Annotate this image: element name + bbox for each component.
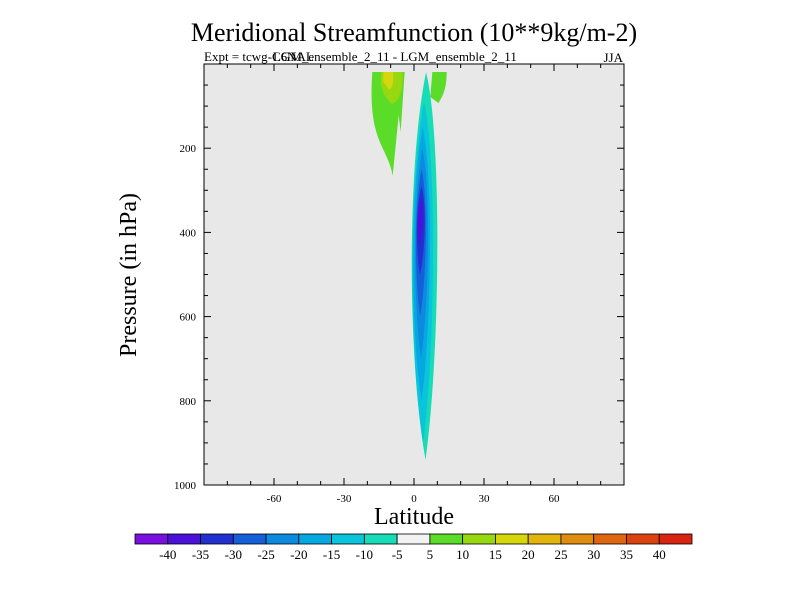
colorbar-swatch [658,533,693,545]
chart-title: Meridional Streamfunction (10**9kg/m-2) [191,18,637,47]
colorbar: -40 -35 -30 -25 -20 -15 -10 -5 5 10 15 20 25 30 35 40 [134,533,693,562]
colorbar-label: 25 [554,547,567,562]
contour-fills [371,72,447,460]
y-tick-label: 200 [180,143,197,155]
colorbar-swatch [626,533,660,545]
colorbar-label: -5 [392,547,403,562]
colorbar-label: -25 [257,547,274,562]
colorbar-swatch [560,533,595,545]
plot-axes: -60 -30 0 30 60 200 400 600 800 1000 [174,63,625,505]
colorbar-label: 5 [427,547,434,562]
colorbar-swatch [232,533,267,545]
y-tick-label: 400 [180,227,197,239]
colorbar-label: -10 [356,547,373,562]
colorbar-label: 15 [489,547,502,562]
colorbar-label: 10 [456,547,469,562]
x-tick-label: -30 [337,493,352,505]
colorbar-swatch [200,533,234,545]
y-axis-label: Pressure (in hPa) [116,193,142,357]
colorbar-label: -20 [290,547,307,562]
colorbar-swatch [462,533,496,545]
x-tick-label: -60 [267,493,282,505]
y-tick-label: 1000 [174,480,197,492]
colorbar-label: -30 [225,547,242,562]
colorbar-label: -15 [323,547,340,562]
colorbar-label: -40 [159,547,176,562]
colorbar-swatch [265,533,300,545]
colorbar-swatch [429,533,464,545]
season-label: JJA [603,50,623,65]
experiment-label: Expt = tcwg-C6NAL [204,49,314,64]
contour-positive-cell-right-level-5 [430,72,447,103]
colorbar-swatch [363,533,398,545]
colorbar-swatch [495,533,529,545]
y-tick-label: 600 [180,312,197,324]
colorbar-label: 40 [653,547,666,562]
colorbar-swatch [331,533,365,545]
colorbar-label: 35 [620,547,633,562]
colorbar-label: 30 [587,547,600,562]
x-tick-label: 0 [411,493,417,505]
x-tick-label: 30 [479,493,491,505]
x-axis-label: Latitude [374,504,454,530]
colorbar-swatch [298,533,332,545]
contour-negative-cell-level--35 [417,198,424,246]
colorbar-swatch [134,533,169,545]
colorbar-swatch [593,533,627,545]
colorbar-swatch [396,533,431,545]
difference-label: LGM_ensemble_2_11 - LGM_ensemble_2_11 [273,49,517,64]
y-tick-label: 800 [180,396,197,408]
colorbar-swatch [167,533,201,545]
colorbar-swatch [527,533,562,545]
colorbar-label: 20 [522,547,535,562]
x-tick-label: 60 [549,493,561,505]
colorbar-label: -35 [192,547,209,562]
contour-positive-cell-left-level-15 [383,72,394,90]
